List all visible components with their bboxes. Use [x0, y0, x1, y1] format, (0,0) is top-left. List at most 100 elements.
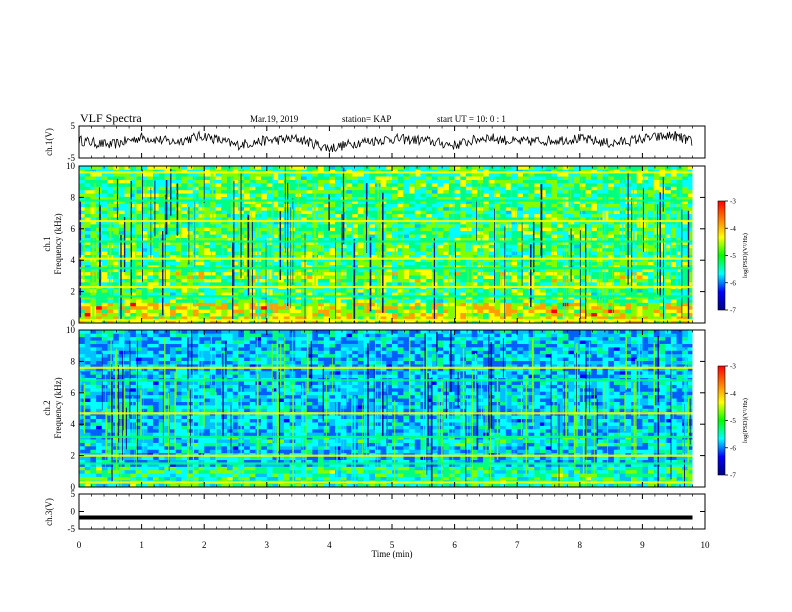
spectrogram-cell: [557, 271, 564, 276]
spectrogram-cell: [534, 230, 541, 235]
spectrogram-cell: [135, 292, 142, 296]
spectrogram-cell: [226, 186, 233, 191]
spectrogram-cell: [414, 224, 421, 228]
spectrogram-cell: [574, 193, 581, 198]
spectrogram-cell: [488, 237, 495, 242]
spectrogram-cell: [221, 264, 228, 269]
spectrogram-cell: [147, 234, 154, 238]
spectrogram-cell: [79, 172, 85, 177]
spectrogram-cell: [84, 203, 91, 208]
spectrogram-cell: [118, 268, 125, 273]
spectrogram-cell: [602, 230, 609, 235]
spectrogram-cell: [477, 169, 484, 174]
spectrogram-cell: [232, 312, 239, 317]
spectrogram-cell: [682, 302, 689, 307]
spectrogram-cell: [329, 271, 336, 276]
spectrogram-cell: [352, 183, 359, 187]
spectrogram-cell: [426, 278, 433, 283]
spectrogram-cell: [670, 258, 677, 262]
spectrogram-cell: [687, 186, 694, 191]
spectrogram-cell: [283, 210, 290, 215]
spectrogram-cell: [619, 176, 626, 180]
spectrogram-cell: [226, 196, 233, 201]
ch1-waveform-line: [78, 130, 693, 154]
spectrogram-cell: [613, 288, 620, 293]
spectrogram-cell: [608, 196, 615, 201]
spectrogram-cell: [448, 203, 455, 208]
spectrogram-cell: [323, 227, 330, 232]
spectrogram-cell: [454, 200, 461, 204]
spectrogram-cell: [653, 302, 660, 307]
spectrogram-cell: [403, 176, 410, 180]
spectrogram-cell: [403, 319, 410, 323]
spectrogram-cell: [687, 241, 694, 245]
spectrogram-cell: [266, 217, 273, 221]
spectrogram-cell: [283, 200, 290, 204]
spectrogram-cell: [124, 213, 131, 218]
spectrogram-cell: [602, 169, 609, 174]
spectrogram-cell: [175, 305, 182, 310]
spectrogram-cell: [221, 227, 228, 232]
spectrogram-cell: [141, 227, 148, 232]
spectrogram-cell: [90, 206, 97, 211]
spectrogram-cell: [579, 292, 586, 296]
spectrogram-cell: [414, 316, 421, 320]
spectrogram-cell: [676, 179, 683, 184]
spectrogram-cell: [266, 309, 273, 314]
spectrogram-cell: [511, 183, 518, 187]
spectrogram-cell: [318, 275, 325, 279]
spectrogram-cell: [619, 172, 626, 177]
spectrogram-cell: [352, 176, 359, 180]
spectrogram-cell: [283, 234, 290, 238]
spectrogram-cell: [448, 295, 455, 300]
spectrogram-cell: [266, 254, 273, 259]
spectrogram-cell: [164, 309, 171, 314]
spectrogram-cell: [101, 224, 108, 228]
spectrogram-cell: [249, 196, 256, 201]
spectrogram-cell: [653, 200, 660, 204]
spectrogram-cell: [295, 288, 302, 293]
spectrogram-cell: [397, 292, 404, 296]
spectrogram-cell: [187, 176, 194, 180]
spectrogram-cell: [158, 251, 165, 256]
spectrogram-cell: [318, 186, 325, 191]
spectrogram-cell: [369, 275, 376, 279]
spectrogram-cell: [409, 234, 416, 238]
spectrogram-cell: [426, 319, 433, 323]
spectrogram-cell: [323, 172, 330, 177]
spectrogram-cell: [591, 193, 598, 198]
spectrogram-cell: [574, 176, 581, 180]
spectrogram-cell: [363, 295, 370, 300]
spectrogram-cell: [648, 210, 655, 215]
spectrogram-cell: [659, 305, 666, 310]
spectrogram-cell: [79, 196, 85, 201]
spectrogram-cell: [454, 319, 461, 323]
spectrogram-cell: [152, 213, 159, 218]
spectrogram-cell: [255, 196, 262, 201]
spectrogram-cell: [187, 295, 194, 300]
spectrogram-cell: [437, 220, 444, 225]
spectrogram-cell: [557, 176, 564, 180]
spectrogram-cell: [118, 206, 125, 211]
spectrogram-cell: [557, 261, 564, 266]
spectrogram-cell: [528, 213, 535, 218]
spectrogram-cell: [147, 210, 154, 215]
spectrogram-cell: [574, 275, 581, 279]
spectrogram-cell: [124, 237, 131, 242]
spectrogram-cell: [465, 169, 472, 174]
spectrogram-cell: [392, 193, 398, 198]
spectrogram-cell: [352, 264, 359, 269]
spectrogram-cell: [579, 227, 586, 232]
spectrogram-cell: [574, 282, 581, 286]
spectrogram-cell: [249, 203, 256, 208]
spectrogram-cell: [192, 278, 199, 283]
spectrogram-cell: [585, 217, 592, 221]
spectrogram-cell: [147, 278, 154, 283]
spectrogram-cell: [272, 217, 279, 221]
spectrogram-cell: [545, 230, 552, 235]
spectrogram-cell: [568, 309, 575, 314]
spectrogram-cell: [152, 217, 159, 221]
spectrogram-cell: [653, 295, 660, 300]
spectrogram-cell: [312, 302, 319, 307]
spectrogram-cell: [318, 172, 325, 177]
